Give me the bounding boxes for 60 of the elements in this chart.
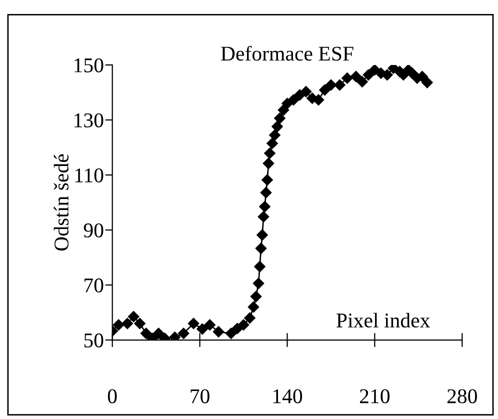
point — [188, 318, 200, 330]
y-axis-title: Odstín šedé — [54, 154, 69, 251]
point — [238, 319, 250, 330]
point — [334, 79, 346, 91]
point — [254, 260, 266, 272]
point — [250, 290, 262, 302]
point — [260, 186, 272, 198]
point — [262, 174, 273, 186]
point — [204, 319, 216, 330]
point — [259, 201, 270, 212]
point — [369, 64, 380, 76]
point — [178, 328, 190, 340]
point — [300, 86, 312, 98]
y-tick-label: 150 — [74, 58, 104, 72]
point — [262, 158, 274, 170]
point — [288, 94, 300, 106]
point — [356, 76, 368, 88]
point — [382, 69, 393, 80]
point — [256, 229, 268, 241]
y-tick-label: 50 — [84, 333, 104, 348]
point — [274, 112, 286, 124]
chart-title: Deformace ESF — [221, 46, 354, 61]
point — [264, 148, 276, 159]
point — [248, 301, 260, 313]
point — [294, 89, 306, 101]
y-tick-label: 70 — [84, 278, 104, 292]
point — [128, 311, 140, 322]
point — [134, 318, 146, 330]
y-tick-label: 90 — [84, 223, 104, 238]
point — [112, 319, 124, 330]
point — [122, 318, 133, 330]
point — [362, 69, 374, 80]
point — [272, 120, 283, 132]
y-tick-label: 130 — [74, 113, 104, 128]
point — [325, 79, 337, 91]
point — [282, 98, 293, 110]
point — [212, 326, 224, 338]
point — [225, 328, 237, 340]
point — [319, 84, 330, 96]
point — [244, 312, 256, 324]
y-tick-label: 110 — [75, 168, 104, 182]
point — [255, 242, 267, 254]
x-tick-label: 70 — [190, 389, 210, 404]
point — [350, 70, 362, 82]
x-tick-label: 280 — [447, 389, 477, 404]
x-tick-label: 0 — [108, 389, 117, 404]
point — [232, 322, 243, 334]
point — [266, 138, 278, 149]
point — [196, 323, 208, 335]
x-axis-title: Pixel index — [336, 312, 430, 328]
point — [422, 76, 433, 88]
point — [152, 328, 164, 340]
point — [252, 278, 264, 289]
x-tick-label: 140 — [273, 389, 302, 404]
x-tick-label: 210 — [360, 389, 390, 404]
point — [342, 72, 353, 84]
point — [258, 211, 270, 222]
point — [169, 332, 180, 340]
point — [269, 129, 280, 141]
point — [140, 328, 152, 340]
